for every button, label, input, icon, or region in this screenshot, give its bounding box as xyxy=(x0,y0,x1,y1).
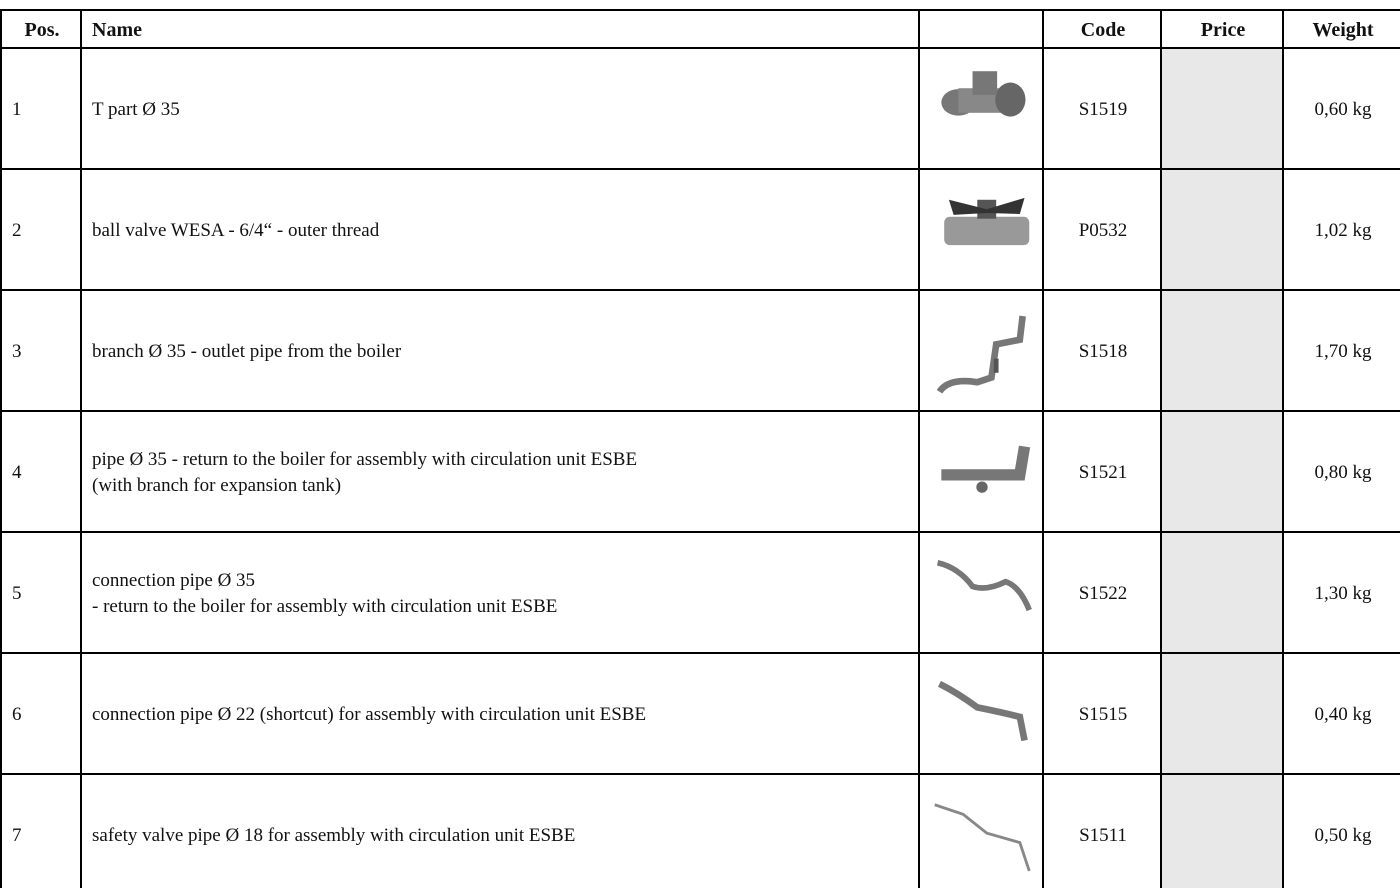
header-cell: Code xyxy=(1042,9,1162,49)
weight-cell: 1,02 kg xyxy=(1282,168,1400,291)
code-cell: S1518 xyxy=(1042,289,1162,412)
pos-cell: 5 xyxy=(0,531,82,654)
pos-cell: 7 xyxy=(0,773,82,888)
header-cell: Pos. xyxy=(0,9,82,49)
price-cell xyxy=(1160,410,1284,533)
image-cell xyxy=(918,531,1044,654)
header-cell: Weight xyxy=(1282,9,1400,49)
part-image xyxy=(944,197,1030,246)
code-cell: P0532 xyxy=(1042,168,1162,291)
part-image xyxy=(941,71,1026,117)
header-cell: Price xyxy=(1160,9,1284,49)
header-cell: Name xyxy=(80,9,920,49)
name-cell: safety valve pipe Ø 18 for assembly with… xyxy=(80,773,920,888)
part-image xyxy=(937,680,1028,742)
pos-cell: 2 xyxy=(0,168,82,291)
pos-cell: 3 xyxy=(0,289,82,412)
price-cell xyxy=(1160,47,1284,170)
part-image xyxy=(936,560,1032,612)
code-cell: S1515 xyxy=(1042,652,1162,775)
price-cell xyxy=(1160,773,1284,888)
image-cell xyxy=(918,168,1044,291)
code-cell: S1519 xyxy=(1042,47,1162,170)
image-cell xyxy=(918,652,1044,775)
code-cell: S1521 xyxy=(1042,410,1162,533)
part-image xyxy=(941,445,1031,493)
name-cell: connection pipe Ø 35 - return to the boi… xyxy=(80,531,920,654)
part-image xyxy=(934,803,1031,872)
image-cell xyxy=(918,289,1044,412)
name-cell: pipe Ø 35 - return to the boiler for ass… xyxy=(80,410,920,533)
weight-cell: 0,60 kg xyxy=(1282,47,1400,170)
weight-cell: 1,70 kg xyxy=(1282,289,1400,412)
code-cell: S1522 xyxy=(1042,531,1162,654)
pos-cell: 1 xyxy=(0,47,82,170)
weight-cell: 1,30 kg xyxy=(1282,531,1400,654)
weight-cell: 0,40 kg xyxy=(1282,652,1400,775)
price-cell xyxy=(1160,531,1284,654)
image-cell xyxy=(918,47,1044,170)
header-cell xyxy=(918,9,1044,49)
pos-cell: 6 xyxy=(0,652,82,775)
name-cell: connection pipe Ø 22 (shortcut) for asse… xyxy=(80,652,920,775)
price-cell xyxy=(1160,652,1284,775)
name-cell: ball valve WESA - 6/4“ - outer thread xyxy=(80,168,920,291)
image-cell xyxy=(918,410,1044,533)
pos-cell: 4 xyxy=(0,410,82,533)
code-cell: S1511 xyxy=(1042,773,1162,888)
part-image xyxy=(936,315,1026,394)
price-cell xyxy=(1160,168,1284,291)
weight-cell: 0,80 kg xyxy=(1282,410,1400,533)
name-cell: branch Ø 35 - outlet pipe from the boile… xyxy=(80,289,920,412)
image-cell xyxy=(918,773,1044,888)
price-cell xyxy=(1160,289,1284,412)
weight-cell: 0,50 kg xyxy=(1282,773,1400,888)
name-cell: T part Ø 35 xyxy=(80,47,920,170)
